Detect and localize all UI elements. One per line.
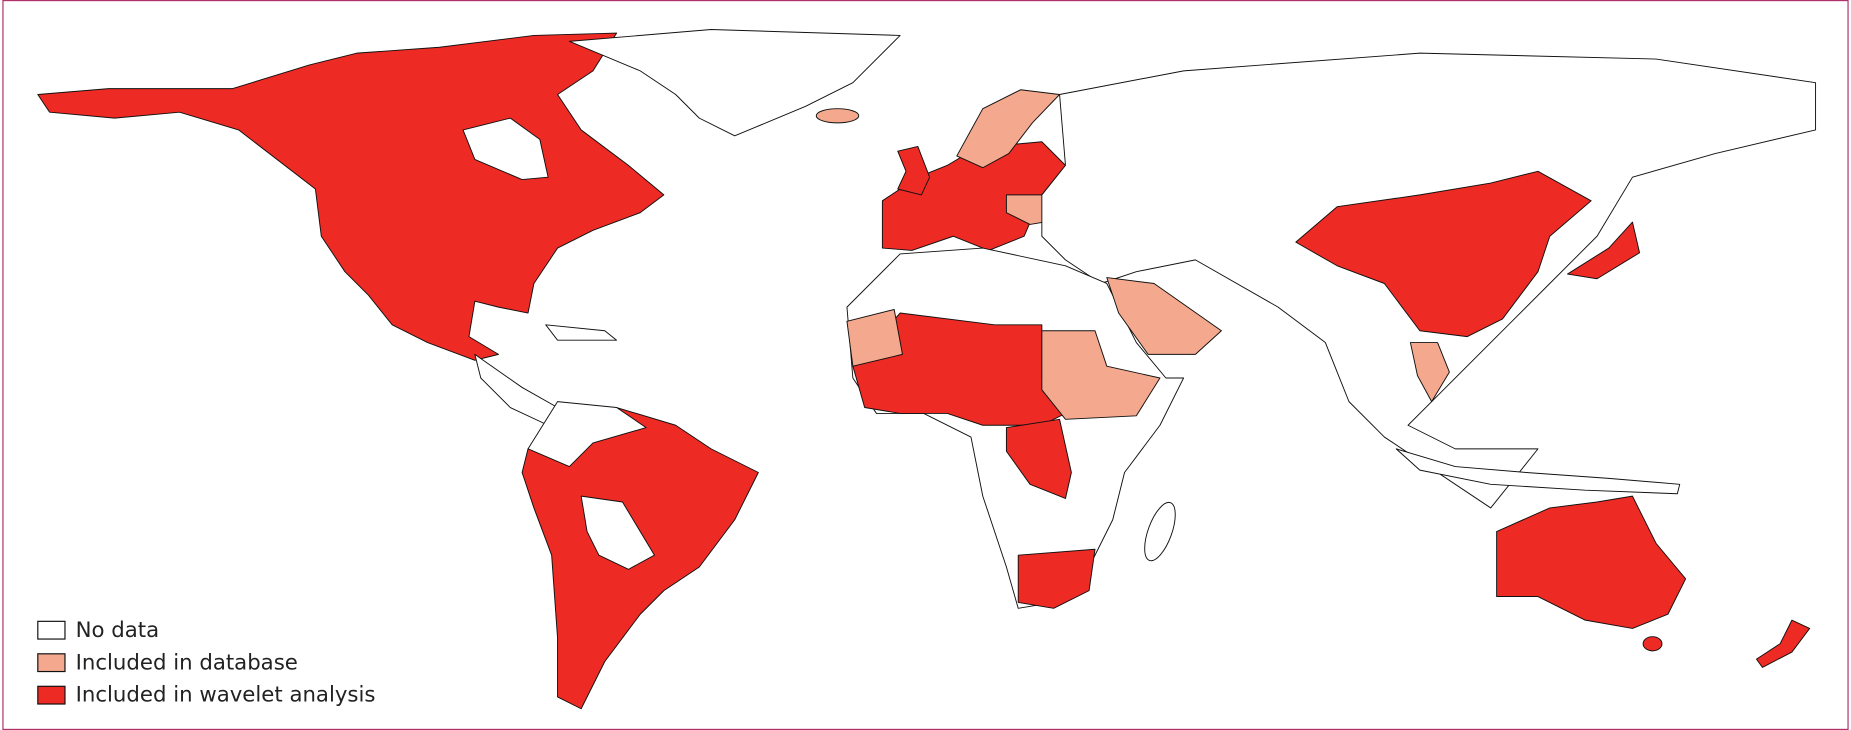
legend-swatch (37, 620, 66, 640)
legend-label: No data (76, 618, 160, 643)
tasmania (1642, 636, 1663, 652)
sudan-ethiopia (1041, 330, 1161, 420)
indonesia (1395, 448, 1681, 495)
legend-swatch (37, 685, 66, 705)
west-africa (852, 312, 1066, 426)
australia (1496, 495, 1687, 629)
hudson-bay (462, 117, 549, 181)
mauritania (846, 309, 903, 367)
iceland (815, 108, 860, 124)
legend: No data Included in database Included in w… (37, 618, 376, 708)
madagascar (1144, 501, 1176, 562)
drc (1005, 418, 1072, 499)
bolivia-paraguay (580, 495, 655, 570)
new-zealand (1756, 619, 1811, 668)
japan (1567, 221, 1641, 280)
south-africa (1017, 548, 1096, 609)
britain (897, 146, 931, 196)
caribbean (545, 324, 618, 341)
north-america (37, 32, 665, 361)
countries (37, 29, 1817, 710)
scandinavia (956, 89, 1061, 169)
greenland (568, 29, 901, 137)
legend-label: Included in wavelet analysis (76, 683, 376, 708)
thailand (1409, 342, 1450, 403)
legend-swatch (37, 653, 66, 673)
arabia (1106, 277, 1222, 355)
venezuela-colombia (527, 401, 647, 468)
china (1295, 170, 1592, 338)
legend-label: Included in database (76, 650, 298, 675)
